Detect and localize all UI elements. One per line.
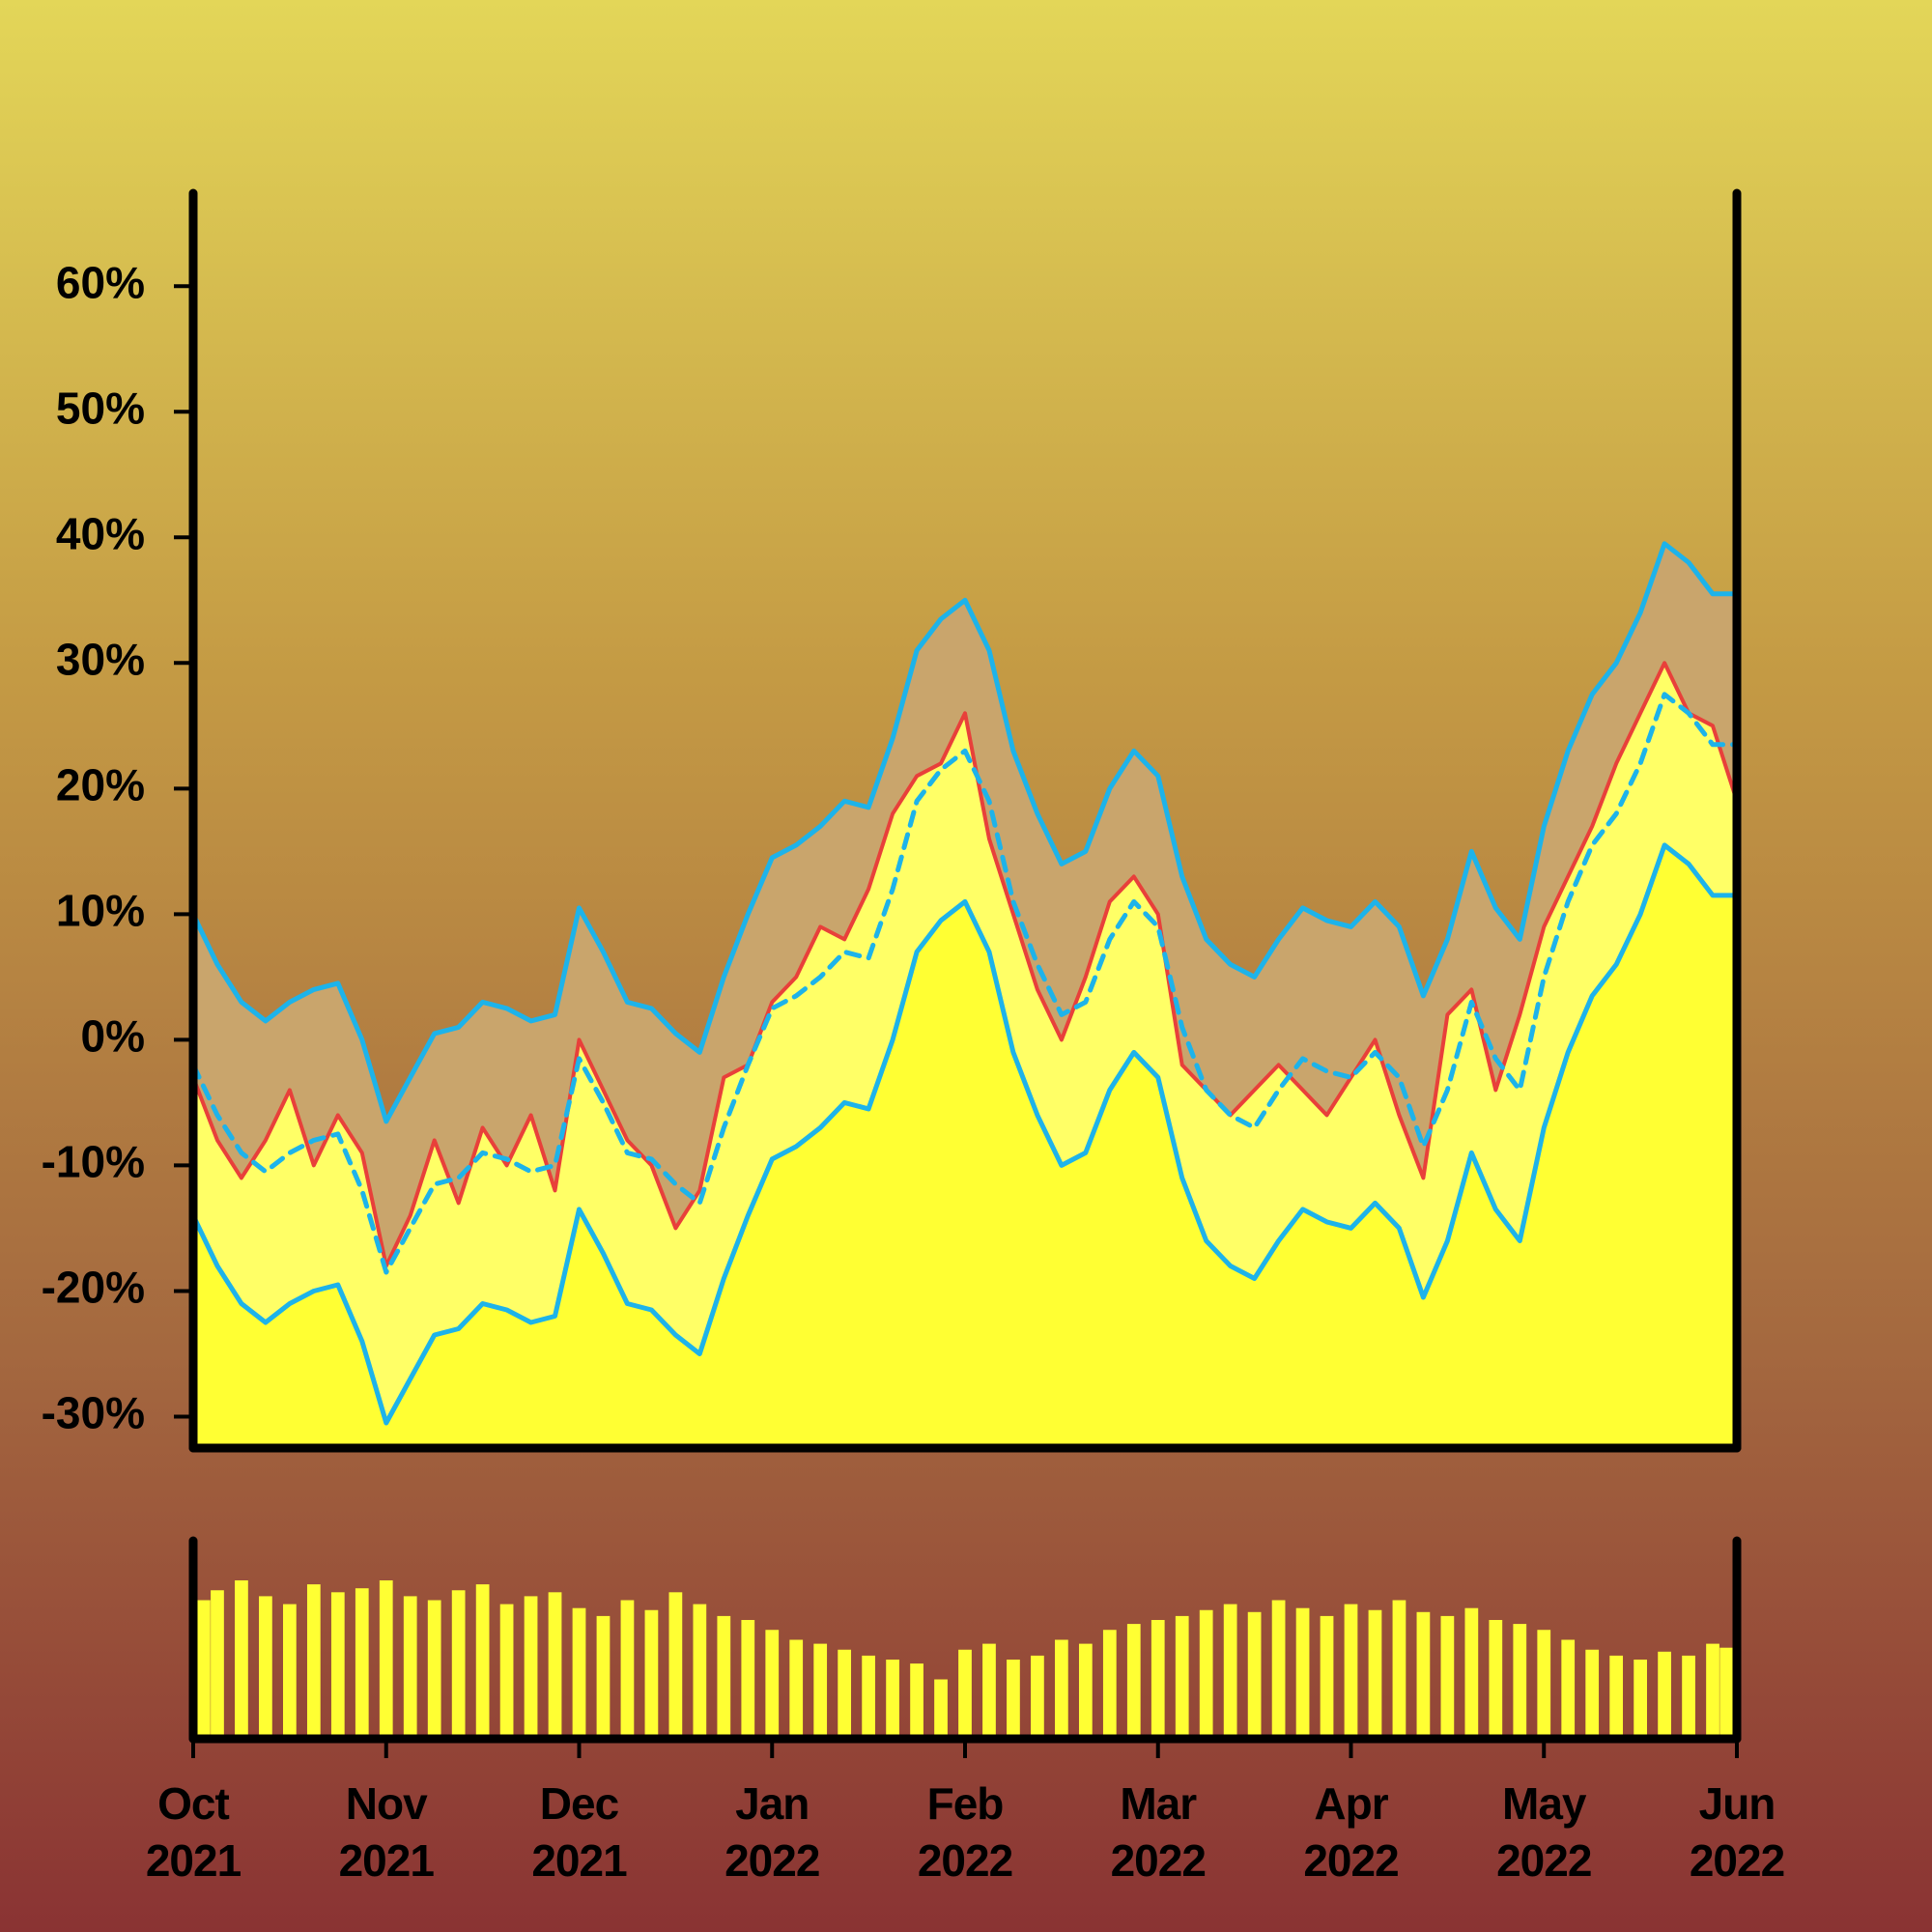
volume-bar bbox=[403, 1596, 417, 1739]
y-tick-label: -30% bbox=[42, 1388, 145, 1438]
volume-bar bbox=[1585, 1649, 1600, 1739]
x-tick-label: Dec 2021 bbox=[531, 1778, 627, 1886]
volume-bar bbox=[499, 1604, 514, 1739]
volume-bar bbox=[838, 1649, 852, 1739]
volume-bar bbox=[1609, 1655, 1624, 1739]
x-tick-label: Mar 2022 bbox=[1110, 1778, 1207, 1886]
volume-bar bbox=[1344, 1604, 1358, 1739]
volume-bar bbox=[451, 1590, 466, 1739]
volume-bar bbox=[1078, 1643, 1093, 1739]
volume-bar bbox=[741, 1620, 755, 1739]
volume-bar bbox=[1706, 1643, 1719, 1739]
volume-bar bbox=[862, 1655, 875, 1739]
volume-bar bbox=[1055, 1639, 1068, 1739]
volume-bar bbox=[644, 1609, 659, 1739]
volume-bar bbox=[211, 1590, 224, 1739]
area bbox=[193, 844, 1737, 1448]
volume-bar bbox=[524, 1596, 538, 1739]
volume-bar bbox=[1392, 1600, 1406, 1739]
volume-bar bbox=[620, 1600, 635, 1739]
volume-bar bbox=[379, 1580, 393, 1739]
y-tick-label: 0% bbox=[81, 1011, 145, 1062]
volume-bar bbox=[668, 1592, 683, 1739]
volume-bar bbox=[886, 1660, 899, 1739]
volume-bar bbox=[1719, 1647, 1733, 1739]
volume-bar bbox=[958, 1649, 972, 1739]
y-tick-label: 30% bbox=[56, 634, 145, 684]
volume-bar bbox=[1368, 1609, 1382, 1739]
volume-bar bbox=[235, 1580, 248, 1739]
volume-bar bbox=[1416, 1611, 1431, 1739]
y-tick-label: 50% bbox=[56, 383, 145, 433]
x-tick-label: May 2022 bbox=[1496, 1778, 1592, 1886]
volume-bar bbox=[1126, 1624, 1141, 1739]
volume-bar bbox=[197, 1600, 211, 1739]
volume-bar bbox=[910, 1663, 923, 1739]
volume-bar bbox=[1634, 1660, 1647, 1739]
x-tick-label: Jun 2022 bbox=[1689, 1778, 1785, 1886]
y-tick-label: -10% bbox=[42, 1137, 145, 1187]
volume-bar bbox=[1247, 1611, 1262, 1739]
volume-bar bbox=[427, 1600, 441, 1739]
volume-bar bbox=[1031, 1655, 1044, 1739]
volume-bar bbox=[1175, 1615, 1189, 1739]
volume-bar bbox=[548, 1592, 562, 1739]
volume-bar bbox=[1561, 1639, 1576, 1739]
volume-bar bbox=[330, 1592, 345, 1739]
x-tick-label: Nov 2021 bbox=[338, 1778, 435, 1886]
line bbox=[190, 842, 1740, 1426]
volume-bar bbox=[572, 1607, 586, 1739]
y-tick-label: 10% bbox=[56, 886, 145, 936]
volume-bar bbox=[596, 1615, 611, 1739]
volume-bar bbox=[1682, 1655, 1695, 1739]
x-tick-label: Apr 2022 bbox=[1303, 1778, 1399, 1886]
volume-bar bbox=[259, 1596, 272, 1739]
volume-bar bbox=[813, 1643, 828, 1739]
volume-bar bbox=[355, 1588, 369, 1739]
volume-bar bbox=[1464, 1607, 1479, 1739]
volume-bar bbox=[934, 1679, 948, 1739]
y-tick-label: -20% bbox=[42, 1263, 145, 1313]
volume-bar bbox=[1513, 1624, 1527, 1739]
volume-bar bbox=[1658, 1651, 1671, 1739]
y-tick-label: 20% bbox=[56, 759, 145, 810]
volume-bar bbox=[1440, 1615, 1455, 1739]
volume-bar bbox=[1271, 1600, 1286, 1739]
volume-bar bbox=[1151, 1620, 1165, 1739]
volume-bar bbox=[717, 1615, 731, 1739]
x-tick-label: Oct 2021 bbox=[145, 1778, 242, 1886]
x-tick-label: Jan 2022 bbox=[724, 1778, 820, 1886]
volume-bar bbox=[475, 1584, 490, 1739]
y-tick-label: 60% bbox=[56, 257, 145, 307]
volume-bar bbox=[789, 1639, 804, 1739]
line bbox=[190, 692, 1740, 1275]
volume-bar bbox=[1295, 1607, 1310, 1739]
volume-bar bbox=[693, 1604, 707, 1739]
volume-bar bbox=[306, 1584, 321, 1739]
line bbox=[190, 541, 1740, 1124]
volume-bar bbox=[1199, 1609, 1213, 1739]
volume-bar bbox=[1102, 1630, 1117, 1739]
volume-bar bbox=[1537, 1630, 1551, 1739]
y-tick-label: 40% bbox=[56, 508, 145, 558]
volume-bar bbox=[283, 1604, 297, 1739]
volume-bar bbox=[1489, 1620, 1503, 1739]
volume-bar bbox=[1320, 1615, 1334, 1739]
volume-bar bbox=[765, 1630, 780, 1739]
volume-bar bbox=[1223, 1604, 1237, 1739]
volume-bar bbox=[1007, 1660, 1020, 1739]
volume-bar bbox=[982, 1643, 996, 1739]
x-tick-label: Feb 2022 bbox=[917, 1778, 1013, 1886]
